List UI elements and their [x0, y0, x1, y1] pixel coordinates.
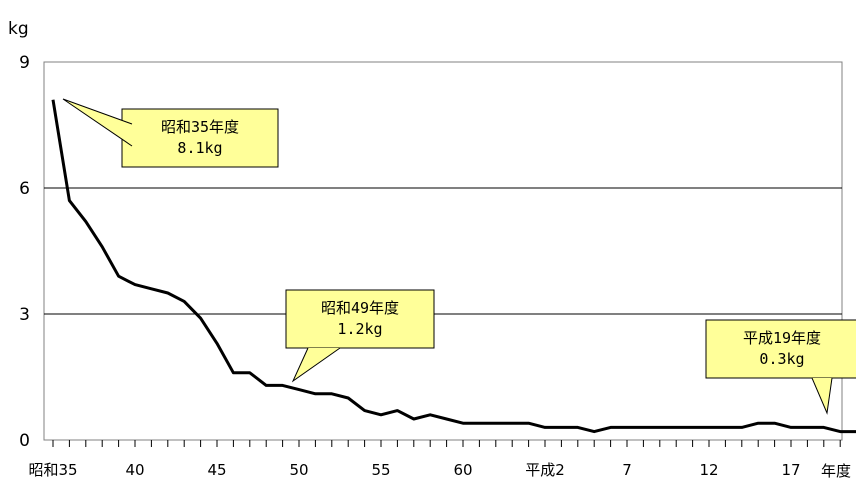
- callout-text: 昭和49年度: [321, 299, 399, 317]
- callout-text: 昭和35年度: [161, 118, 239, 136]
- callout-pointer-outline: [62, 98, 133, 147]
- series-line: [51, 99, 856, 434]
- x-tick-label: 55: [371, 461, 390, 479]
- y-tick-label: 6: [19, 179, 30, 199]
- x-tick-label: 昭和35: [28, 461, 77, 479]
- y-tick-label: 3: [19, 305, 30, 325]
- x-tick-label: 12: [699, 461, 718, 479]
- callout-box: [121, 108, 279, 168]
- x-tick-label: 50: [289, 461, 308, 479]
- x-tick-label: 7: [622, 461, 632, 479]
- callout-text: 平成19年度: [743, 329, 821, 347]
- y-axis-unit-label: kg: [8, 19, 29, 39]
- callout-box: [285, 289, 435, 349]
- x-tick-label: 45: [207, 461, 226, 479]
- callout-text: 1.2kg: [337, 320, 382, 338]
- x-tick-label: 40: [125, 461, 144, 479]
- y-tick-label: 9: [19, 53, 30, 73]
- callout-text: 8.1kg: [177, 139, 222, 157]
- x-axis-unit-label: 年度: [821, 462, 851, 480]
- callout-pointer-outline: [291, 347, 341, 383]
- x-tick-label: 平成2: [525, 461, 565, 479]
- callout-text: 0.3kg: [759, 350, 804, 368]
- callout-pointer-outline: [811, 377, 833, 415]
- y-tick-label: 0: [19, 431, 30, 451]
- x-tick-label: 60: [453, 461, 472, 479]
- callout-pointer: [812, 378, 832, 413]
- x-tick-label: 17: [781, 461, 800, 479]
- callout-box: [705, 319, 856, 379]
